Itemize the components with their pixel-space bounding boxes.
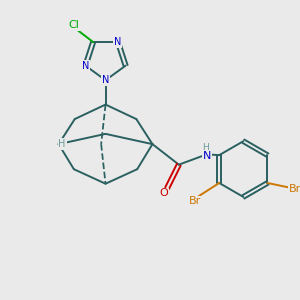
Text: Br: Br xyxy=(189,196,201,206)
Text: N: N xyxy=(82,61,89,70)
Text: N: N xyxy=(102,75,109,85)
Text: O: O xyxy=(159,188,168,198)
Text: N: N xyxy=(114,37,122,47)
Text: H: H xyxy=(202,143,208,152)
Text: Br: Br xyxy=(289,184,300,194)
Text: Cl: Cl xyxy=(69,20,80,30)
Text: H: H xyxy=(58,139,66,149)
Text: N: N xyxy=(202,151,211,161)
